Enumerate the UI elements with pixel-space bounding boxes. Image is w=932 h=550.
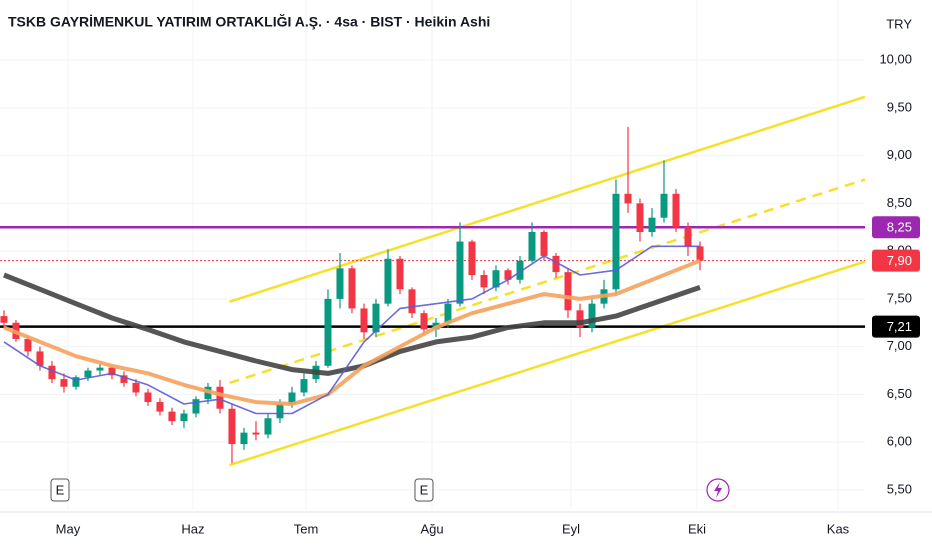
x-tick-label: Eki — [688, 521, 706, 536]
x-tick-label: May — [56, 521, 81, 536]
candle-body — [624, 193, 632, 204]
candle-body — [72, 377, 80, 387]
candle-body — [144, 392, 152, 403]
candle-body — [588, 303, 596, 328]
candle-body — [288, 392, 296, 404]
candle-body — [264, 418, 272, 435]
candle-body — [504, 270, 512, 280]
candle-body — [384, 258, 392, 304]
channel-upper — [229, 95, 866, 303]
x-tick-label: Haz — [181, 521, 204, 536]
candle-body — [300, 379, 308, 393]
price-badge-label: 8,25 — [887, 220, 912, 235]
channel-middle — [229, 178, 866, 385]
candle-body — [84, 370, 92, 378]
candle-body — [492, 270, 500, 288]
price-badge — [872, 249, 920, 272]
y-tick-label: 9,00 — [887, 147, 912, 162]
candle-body — [156, 402, 164, 412]
x-tick-label: Eyl — [562, 521, 580, 536]
y-tick-label: 6,50 — [887, 386, 912, 401]
candle-body — [360, 308, 368, 333]
moving-average — [3, 245, 700, 415]
x-tick-label: Ağu — [420, 521, 443, 536]
y-tick-label: 8,50 — [887, 195, 912, 210]
x-tick-label: Tem — [294, 521, 319, 536]
candle-body — [192, 399, 200, 414]
candle-body — [24, 339, 32, 352]
price-badge — [872, 216, 920, 239]
candle-body — [216, 386, 224, 409]
candle-body — [252, 432, 260, 435]
candle-body — [552, 255, 560, 273]
candle-body — [648, 217, 656, 233]
y-tick-label: 7,50 — [887, 290, 912, 305]
y-tick-label: 5,50 — [887, 481, 912, 496]
candle-body — [168, 411, 176, 422]
candle-body — [468, 241, 476, 275]
candle-body — [540, 232, 548, 256]
candle-body — [324, 298, 332, 366]
candle-body — [0, 316, 8, 323]
currency: TRY — [886, 16, 912, 31]
candle-body — [660, 193, 668, 218]
event-label: E — [420, 482, 429, 497]
candle-body — [36, 351, 44, 366]
candle-body — [612, 193, 620, 290]
candle-body — [516, 260, 524, 280]
earnings-event[interactable]: E — [414, 478, 434, 502]
candle-body — [480, 275, 488, 288]
candle-body — [396, 258, 404, 290]
grid — [0, 0, 865, 510]
candle-body — [672, 193, 680, 228]
price-badge-label: 7,21 — [887, 319, 912, 334]
candle-body — [60, 379, 68, 387]
y-tick-label: 6,00 — [887, 434, 912, 449]
price-badge-label: 7,90 — [887, 253, 912, 268]
chart-title: TSKB GAYRİMENKUL YATIRIM ORTAKLIĞI A.Ş. … — [8, 13, 490, 30]
event-box — [50, 478, 70, 502]
candle-body — [444, 303, 452, 323]
candle-body — [528, 232, 536, 261]
x-tick-label: Kas — [827, 521, 850, 536]
y-tick-label: 7,00 — [887, 338, 912, 353]
candle-body — [420, 313, 428, 330]
plot — [0, 95, 866, 467]
candle-body — [576, 310, 584, 328]
moving-average — [3, 258, 701, 406]
candle-body — [48, 365, 56, 380]
axis: 5,506,006,507,007,508,008,509,009,5010,0… — [0, 51, 932, 536]
event-label: E — [56, 482, 65, 497]
dividend-icon[interactable] — [706, 478, 730, 502]
y-tick-label: 10,00 — [879, 51, 912, 66]
candle-body — [684, 227, 692, 247]
event-box — [414, 478, 434, 502]
candle-body — [564, 272, 572, 311]
price-badge — [872, 315, 920, 338]
candle-body — [132, 382, 140, 393]
candle-body — [348, 268, 356, 309]
candle-body — [456, 241, 464, 304]
candle-body — [180, 413, 188, 422]
candle-body — [696, 246, 704, 261]
candle-body — [240, 432, 248, 445]
lightning — [714, 482, 722, 498]
candle-body — [408, 289, 416, 314]
candle-body — [108, 367, 116, 376]
candle-body — [228, 408, 236, 445]
candle-body — [120, 375, 128, 383]
candle-body — [636, 203, 644, 233]
earnings-event[interactable]: E — [50, 478, 70, 502]
candle-body — [276, 403, 284, 419]
moving-average — [3, 272, 701, 376]
y-tick-label: 9,50 — [887, 99, 912, 114]
candle-body — [336, 268, 344, 299]
candle-body — [372, 303, 380, 333]
candle-body — [96, 367, 104, 371]
channel-lower — [229, 260, 866, 467]
